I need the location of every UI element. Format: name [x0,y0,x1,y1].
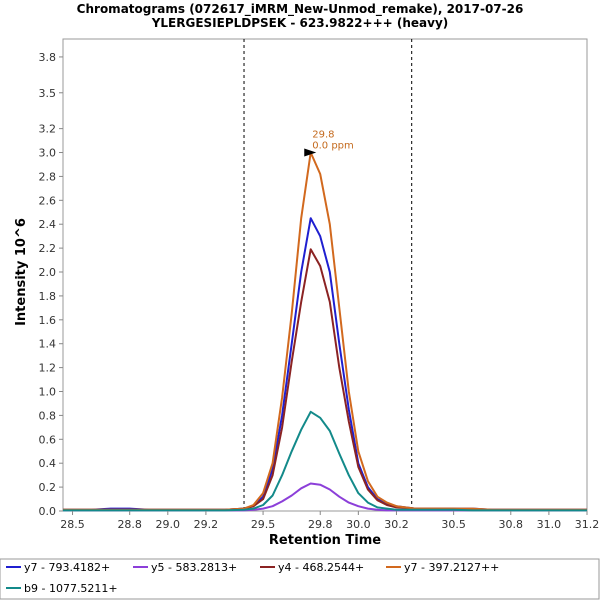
y-tick-label: 3.0 [39,147,57,160]
x-tick-label: 29.5 [251,518,276,531]
x-tick-label: 30.5 [441,518,466,531]
legend-item-4: b9 - 1077.5211+ [6,582,118,595]
y-tick-label: 0.4 [39,457,57,470]
series-group [63,151,587,512]
y-tick-label: 1.4 [39,338,57,351]
y-tick-label: 2.4 [39,218,57,231]
y-axis-label: Intensity 10^6 [14,218,29,326]
x-tick-label: 30.8 [499,518,524,531]
chart-title: Chromatograms (072617_iMRM_New-Unmod_rem… [77,2,524,17]
legend-item-2: y4 - 468.2544+ [260,561,364,574]
x-tick-label: 30.0 [346,518,371,531]
x-axis: 28.5 28.8 29.0 29.2 29.5 29.8 30.0 30.2 30.5 30.8… [60,511,599,531]
y-tick-label: 2.2 [39,242,57,255]
y-tick-label: 0.2 [39,481,57,494]
x-tick-label: 30.2 [384,518,409,531]
y-tick-label: 1.0 [39,386,57,399]
legend-item-0: y7 - 793.4182+ [6,561,110,574]
y-tick-label: 3.8 [39,51,57,64]
y-tick-label: 0.6 [39,433,57,446]
peak-annotation: 29.8 0.0 ppm [304,130,354,157]
legend-item-3: y7 - 397.2127++ [386,561,499,574]
x-tick-label: 29.8 [308,518,333,531]
y-axis: 0.0 0.2 0.4 0.6 0.8 1.0 1.2 1.4 1.6 1.8 2.0 2.2 2.4 2… [39,51,63,518]
y-tick-label: 3.5 [39,87,57,100]
x-tick-label: 31.0 [537,518,562,531]
y-tick-label: 2.8 [39,170,57,183]
legend-label: y7 - 397.2127++ [404,561,499,574]
x-tick-label: 29.0 [156,518,181,531]
x-tick-label: 28.5 [60,518,85,531]
legend: y7 - 793.4182+ y5 - 583.2813+ y4 - 468.254… [6,561,499,595]
chart-subtitle: YLERGESIEPLDPSEK - 623.9822+++ (heavy) [151,16,449,30]
y-tick-label: 1.6 [39,314,57,327]
y-tick-label: 1.2 [39,362,57,375]
y-tick-label: 3.2 [39,123,57,136]
plot-area [62,38,588,512]
legend-label: b9 - 1077.5211+ [24,582,118,595]
series-line-4 [63,410,587,512]
legend-label: y4 - 468.2544+ [278,561,364,574]
y-tick-label: 0.0 [39,505,57,518]
integration-boundaries [243,39,413,511]
legend-box [0,558,600,600]
legend-label: y7 - 793.4182+ [24,561,110,574]
y-tick-label: 1.8 [39,290,57,303]
peak-marker-icon [304,148,317,157]
legend-item-1: y5 - 583.2813+ [133,561,237,574]
y-tick-label: 2.6 [39,194,57,207]
peak-annotation-ppm: 0.0 ppm [312,141,354,152]
x-tick-label: 31.2 [575,518,600,531]
peak-annotation-rt: 29.8 [312,130,334,141]
x-tick-label: 29.2 [194,518,219,531]
y-tick-label: 2.0 [39,266,57,279]
x-tick-label: 28.8 [117,518,142,531]
y-tick-label: 0.8 [39,409,57,422]
legend-label: y5 - 583.2813+ [151,561,237,574]
x-axis-label: Retention Time [269,533,381,548]
